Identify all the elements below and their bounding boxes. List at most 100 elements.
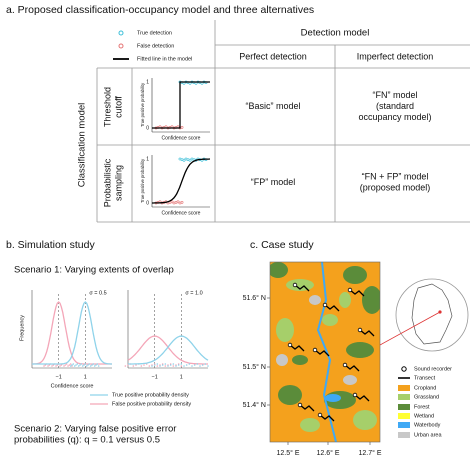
x-tick-label: −1: [152, 374, 158, 380]
false-detection: [176, 200, 180, 204]
false-detection: [180, 126, 184, 129]
density-curve: [127, 335, 208, 365]
sound-recorder: [292, 282, 298, 288]
y-tick-label: 1: [146, 156, 149, 162]
row-label-line: cutoff: [114, 96, 124, 118]
sample-dot: [68, 364, 71, 366]
axis-label: Confidence score: [162, 210, 201, 216]
legend-swatch: [398, 432, 410, 438]
legend-swatch: [398, 394, 410, 400]
sound-recorder: [342, 362, 348, 368]
sample-dot: [164, 365, 167, 367]
sample-dot: [159, 365, 161, 367]
sample-dot: [93, 365, 96, 367]
lat-label: 51.5° N: [243, 363, 266, 371]
sample-dot: [191, 365, 193, 367]
scenario-title-line: Scenario 2: Varying false positive error: [14, 423, 176, 434]
legend-marker: [118, 43, 124, 49]
y-tick-label: 1: [146, 79, 149, 85]
land-patch: [346, 342, 374, 358]
land-patch: [276, 354, 288, 366]
legend-label: Sound recorder: [414, 366, 452, 372]
legend-label: Forest: [414, 404, 430, 410]
legend-swatch: [398, 422, 410, 428]
sample-dot: [77, 365, 80, 367]
lake: [325, 394, 341, 402]
cell-text-line: “Basic” model: [245, 101, 300, 111]
sample-dot: [183, 365, 185, 367]
scenario-title: Scenario 1: Varying extents of overlap: [14, 265, 174, 276]
sample-dot: [79, 364, 81, 366]
cell-text: “FN + FP” model (proposed model): [360, 172, 431, 193]
legend-label: Waterbody: [414, 422, 441, 428]
sample-dot: [167, 365, 169, 367]
sample-dot: [172, 363, 175, 365]
axis-label: True positive probability: [140, 82, 145, 127]
y-tick-label: 0: [146, 200, 149, 206]
sound-recorder: [352, 392, 358, 398]
sample-dot: [69, 363, 72, 365]
sample-dot: [87, 364, 89, 366]
sample-dot: [204, 363, 207, 365]
sample-dot: [188, 363, 191, 365]
false-detection: [180, 200, 184, 204]
legend-swatch: [398, 385, 410, 391]
land-patch: [292, 355, 308, 365]
sample-dot: [177, 364, 180, 366]
legend-label: Urban area: [414, 432, 442, 438]
transect: [354, 394, 370, 402]
sample-dot: [156, 365, 159, 367]
sample-dot: [83, 364, 85, 366]
sample-dot: [140, 365, 143, 367]
false-detection: [170, 200, 174, 204]
sample-dot: [71, 364, 73, 366]
legend-label: True positive probability density: [112, 392, 189, 398]
row-label-line: sampling: [114, 165, 124, 201]
land-patch: [343, 266, 367, 284]
x-tick-label: −1: [56, 374, 62, 380]
axis-label: True positive probability: [140, 158, 145, 203]
sample-dot: [193, 364, 196, 366]
sample-dot: [89, 365, 92, 367]
land-patch: [270, 262, 288, 278]
sample-dot: [148, 365, 151, 367]
sample-dot: [85, 365, 88, 367]
map-border: [269, 261, 381, 443]
legend-label: Grassland: [414, 394, 439, 400]
legend-marker: [401, 366, 407, 372]
sound-recorder: [322, 302, 328, 308]
sample-dot: [88, 363, 91, 365]
panel-title: b. Simulation study: [6, 239, 95, 251]
fitted-line: [152, 158, 211, 204]
sample-dot: [51, 365, 53, 367]
transect: [314, 349, 330, 357]
column-header: Perfect detection: [239, 51, 307, 61]
lon-label: 12.5° E: [276, 449, 299, 457]
density-curve: [128, 335, 209, 365]
sample-dot: [95, 364, 97, 366]
cell-text: “Basic” model: [245, 101, 300, 111]
sample-dot: [73, 365, 76, 367]
cell-text-line: (standard: [376, 101, 414, 111]
column-header: Imperfect detection: [357, 51, 434, 61]
sound-recorder: [312, 347, 318, 353]
legend-label: Fitted line in the model: [137, 56, 192, 62]
sample-dot: [91, 364, 93, 366]
cell-text: “FN” model (standard occupancy model): [358, 91, 431, 123]
sample-dot: [96, 363, 99, 365]
lat-label: 51.6° N: [243, 294, 266, 302]
sound-recorder: [347, 287, 353, 293]
transect: [344, 364, 360, 372]
sample-dot: [169, 364, 172, 366]
sample-dot: [175, 365, 177, 367]
cell-text-line: “FN” model: [372, 91, 417, 101]
plot-label: σ = 1.0: [185, 290, 202, 296]
sample-dot: [80, 363, 83, 365]
inset-germany: [411, 283, 453, 345]
legend-label: Cropland: [414, 385, 436, 391]
land-patch: [343, 375, 357, 385]
land-patch: [276, 318, 294, 342]
axis-label: Frequency: [19, 315, 25, 341]
x-tick-label: 1: [84, 374, 87, 380]
